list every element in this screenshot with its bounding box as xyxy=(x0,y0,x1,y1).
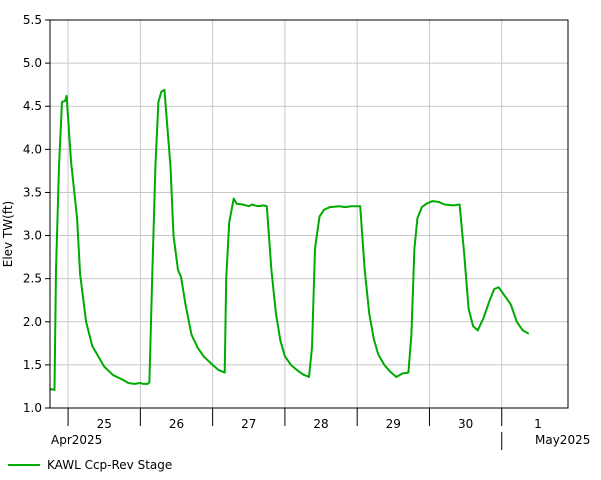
series-layer xyxy=(49,88,530,391)
legend: KAWL Ccp-Rev Stage xyxy=(8,458,172,472)
x-tick-label: 28 xyxy=(313,417,328,431)
y-tick-label: 5.5 xyxy=(23,13,42,27)
y-tick-label: 1.0 xyxy=(23,401,42,415)
y-tick-label: 4.5 xyxy=(23,99,42,113)
grid-lines xyxy=(50,20,568,408)
y-tick-label: 5.0 xyxy=(23,56,42,70)
y-axis: 1.0 1.5 2.0 2.5 3.0 3.5 4.0 4.5 5.0 5.5 xyxy=(23,13,50,415)
y-tick-label: 1.5 xyxy=(23,358,42,372)
y-tick-label: 2.0 xyxy=(23,315,42,329)
x-tick-label: 29 xyxy=(386,417,401,431)
x-tick-label: 25 xyxy=(97,417,112,431)
legend-label: KAWL Ccp-Rev Stage xyxy=(47,458,172,472)
month-label: May2025 xyxy=(535,433,590,447)
x-tick-label: 1 xyxy=(534,417,542,431)
x-tick-label: 27 xyxy=(241,417,256,431)
month-label: Apr2025 xyxy=(51,433,102,447)
y-tick-label: 3.0 xyxy=(23,229,42,243)
y-tick-label: 4.0 xyxy=(23,142,42,156)
y-tick-label: 2.5 xyxy=(23,272,42,286)
x-tick-label: 26 xyxy=(169,417,184,431)
x-axis: 25 26 27 28 29 30 1 Apr2025 May2025 xyxy=(51,408,590,450)
x-tick-label: 30 xyxy=(458,417,473,431)
plot-frame xyxy=(49,19,569,409)
y-axis-title: Elev TW(ft) xyxy=(1,201,15,268)
series-line-0 xyxy=(49,88,530,391)
y-tick-label: 3.5 xyxy=(23,185,42,199)
